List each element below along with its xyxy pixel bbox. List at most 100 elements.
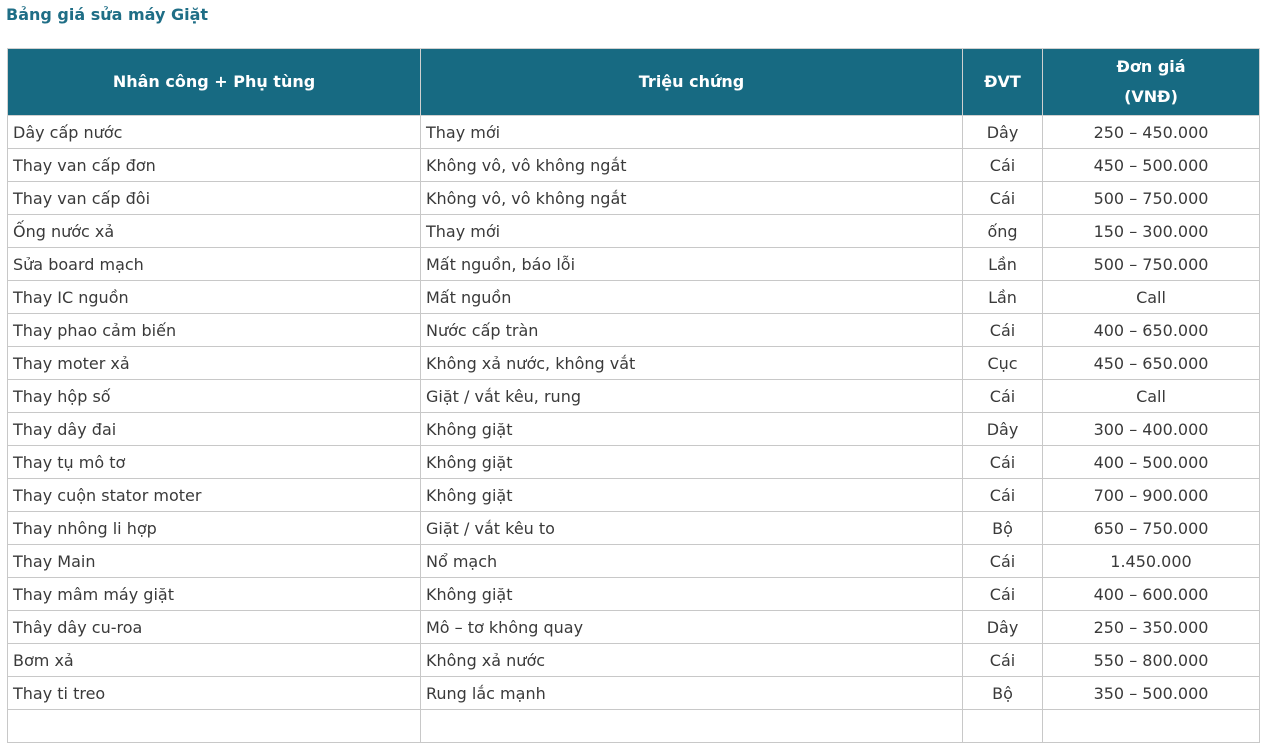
- table-row: Dây cấp nước Thay mới Dây 250 – 450.000: [7, 115, 1260, 149]
- cell-symptom: Thay mới: [420, 214, 963, 248]
- cell-symptom: Mất nguồn: [420, 280, 963, 314]
- cell-labor-parts: Sửa board mạch: [7, 247, 421, 281]
- cell-labor-parts: Ống nước xả: [7, 214, 421, 248]
- empty-cell: [420, 709, 963, 743]
- cell-labor-parts: Thay tụ mô tơ: [7, 445, 421, 479]
- cell-price: 650 – 750.000: [1042, 511, 1260, 545]
- cell-price: 150 – 300.000: [1042, 214, 1260, 248]
- cell-symptom: Rung lắc mạnh: [420, 676, 963, 710]
- table-row: Thay dây đai Không giặt Dây 300 – 400.000: [7, 412, 1260, 446]
- table-row: Thay tụ mô tơ Không giặt Cái 400 – 500.000: [7, 445, 1260, 479]
- cell-labor-parts: Thay ti treo: [7, 676, 421, 710]
- cell-unit: Cái: [962, 379, 1043, 413]
- cell-labor-parts: Thây dây cu-roa: [7, 610, 421, 644]
- cell-price: Call: [1042, 379, 1260, 413]
- cell-price: 450 – 650.000: [1042, 346, 1260, 380]
- cell-symptom: Nổ mạch: [420, 544, 963, 578]
- cell-symptom: Không giặt: [420, 445, 963, 479]
- cell-unit: Cái: [962, 478, 1043, 512]
- cell-labor-parts: Thay cuộn stator moter: [7, 478, 421, 512]
- cell-symptom: Giặt / vắt kêu, rung: [420, 379, 963, 413]
- table-row: Thay van cấp đôi Không vô, vô không ngắt C…: [7, 181, 1260, 215]
- cell-labor-parts: Thay IC nguồn: [7, 280, 421, 314]
- cell-unit: Cái: [962, 544, 1043, 578]
- table-row: Bơm xả Không xả nước Cái 550 – 800.000: [7, 643, 1260, 677]
- cell-price: Call: [1042, 280, 1260, 314]
- table-row: Sửa board mạch Mất nguồn, báo lỗi Lần 500 –…: [7, 247, 1260, 281]
- cell-labor-parts: Thay van cấp đôi: [7, 181, 421, 215]
- cell-price: 500 – 750.000: [1042, 181, 1260, 215]
- cell-labor-parts: Thay nhông li hợp: [7, 511, 421, 545]
- cell-unit: Cái: [962, 445, 1043, 479]
- cell-unit: Cái: [962, 577, 1043, 611]
- table-row: Thay van cấp đơn Không vô, vô không ngắt C…: [7, 148, 1260, 182]
- cell-labor-parts: Thay moter xả: [7, 346, 421, 380]
- cell-price: 400 – 650.000: [1042, 313, 1260, 347]
- cell-price: 400 – 500.000: [1042, 445, 1260, 479]
- cell-unit: Lần: [962, 247, 1043, 281]
- cell-unit: Lần: [962, 280, 1043, 314]
- cell-symptom: Giặt / vắt kêu to: [420, 511, 963, 545]
- cell-unit: Cái: [962, 643, 1043, 677]
- table-row: Thay Main Nổ mạch Cái 1.450.000: [7, 544, 1260, 578]
- cell-unit: Dây: [962, 412, 1043, 446]
- cell-price: 400 – 600.000: [1042, 577, 1260, 611]
- cell-price: 300 – 400.000: [1042, 412, 1260, 446]
- cell-price: 250 – 350.000: [1042, 610, 1260, 644]
- cell-unit: Cục: [962, 346, 1043, 380]
- table-row: Thay mâm máy giặt Không giặt Cái 400 – 600.…: [7, 577, 1260, 611]
- cell-price: 250 – 450.000: [1042, 115, 1260, 149]
- cell-unit: Cái: [962, 181, 1043, 215]
- cell-symptom: Không giặt: [420, 577, 963, 611]
- cell-labor-parts: Thay hộp số: [7, 379, 421, 413]
- cell-unit: Dây: [962, 610, 1043, 644]
- table-row: Thay moter xả Không xả nước, không vắt Cục…: [7, 346, 1260, 380]
- cell-labor-parts: Thay Main: [7, 544, 421, 578]
- cell-labor-parts: Dây cấp nước: [7, 115, 421, 149]
- cell-symptom: Không vô, vô không ngắt: [420, 148, 963, 182]
- empty-cell: [1042, 709, 1260, 743]
- cell-price: 450 – 500.000: [1042, 148, 1260, 182]
- cell-price: 350 – 500.000: [1042, 676, 1260, 710]
- cell-symptom: Không vô, vô không ngắt: [420, 181, 963, 215]
- header-unit: ĐVT: [962, 48, 1043, 116]
- cell-symptom: Không giặt: [420, 478, 963, 512]
- cell-symptom: Nước cấp tràn: [420, 313, 963, 347]
- cell-symptom: Không xả nước: [420, 643, 963, 677]
- cell-price: 1.450.000: [1042, 544, 1260, 578]
- cell-labor-parts: Thay dây đai: [7, 412, 421, 446]
- cell-symptom: Không giặt: [420, 412, 963, 446]
- cell-unit: Bộ: [962, 676, 1043, 710]
- table-row: Thây dây cu-roa Mô – tơ không quay Dây 250 …: [7, 610, 1260, 644]
- table-row: Thay cuộn stator moter Không giặt Cái 700 –…: [7, 478, 1260, 512]
- table-row: Thay nhông li hợp Giặt / vắt kêu to Bộ 650 …: [7, 511, 1260, 545]
- cell-unit: Cái: [962, 313, 1043, 347]
- table-row: Ống nước xả Thay mới ống 150 – 300.000: [7, 214, 1260, 248]
- cell-labor-parts: Bơm xả: [7, 643, 421, 677]
- price-table: Nhân công + Phụ tùng Triệu chứng ĐVT Đơn…: [7, 48, 1260, 743]
- cell-labor-parts: Thay mâm máy giặt: [7, 577, 421, 611]
- cell-labor-parts: Thay phao cảm biến: [7, 313, 421, 347]
- table-row: Thay hộp số Giặt / vắt kêu, rung Cái Call: [7, 379, 1260, 413]
- cell-unit: Cái: [962, 148, 1043, 182]
- cell-unit: ống: [962, 214, 1043, 248]
- table-row: Thay phao cảm biến Nước cấp tràn Cái 400 – …: [7, 313, 1260, 347]
- table-row: Thay ti treo Rung lắc mạnh Bộ 350 – 500.000: [7, 676, 1260, 710]
- table-row-partial: [7, 709, 1260, 743]
- cell-price: 550 – 800.000: [1042, 643, 1260, 677]
- table-row: Thay IC nguồn Mất nguồn Lần Call: [7, 280, 1260, 314]
- header-labor-parts: Nhân công + Phụ tùng: [7, 48, 421, 116]
- cell-symptom: Mô – tơ không quay: [420, 610, 963, 644]
- cell-labor-parts: Thay van cấp đơn: [7, 148, 421, 182]
- cell-unit: Bộ: [962, 511, 1043, 545]
- cell-symptom: Thay mới: [420, 115, 963, 149]
- empty-cell: [7, 709, 421, 743]
- header-symptom: Triệu chứng: [420, 48, 963, 116]
- cell-symptom: Không xả nước, không vắt: [420, 346, 963, 380]
- header-price: Đơn giá (VNĐ): [1042, 48, 1260, 116]
- table-header-row: Nhân công + Phụ tùng Triệu chứng ĐVT Đơn…: [7, 48, 1260, 116]
- page-title: Bảng giá sửa máy Giặt: [6, 5, 209, 24]
- cell-price: 700 – 900.000: [1042, 478, 1260, 512]
- cell-unit: Dây: [962, 115, 1043, 149]
- cell-price: 500 – 750.000: [1042, 247, 1260, 281]
